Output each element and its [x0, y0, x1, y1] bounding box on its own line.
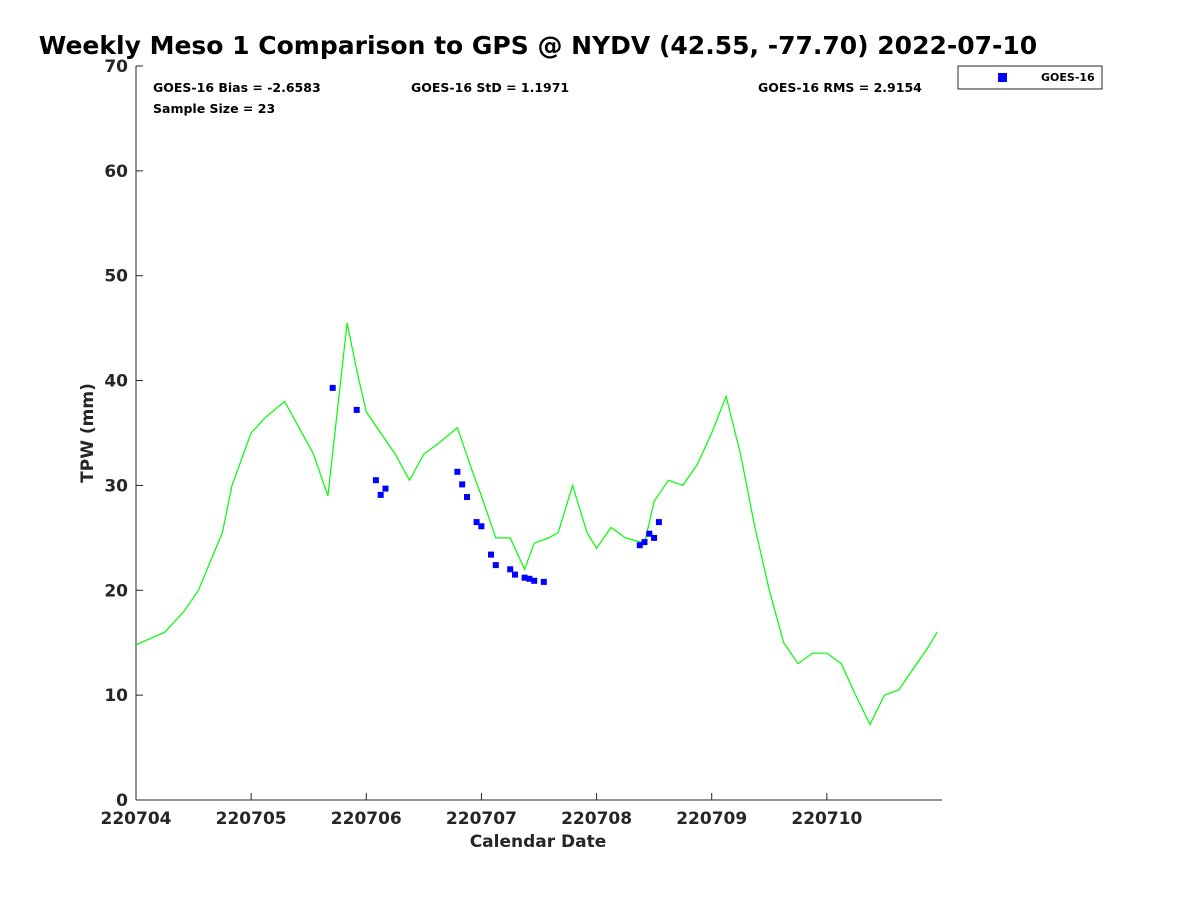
stat-rms: GOES-16 RMS = 2.9154 — [758, 80, 922, 95]
y-tick-label: 30 — [104, 476, 128, 496]
x-axis-label: Calendar Date — [470, 832, 607, 852]
series-points-goes16 — [329, 384, 662, 585]
data-point-goes16 — [521, 574, 528, 581]
stat-bias: GOES-16 Bias = -2.6583 — [153, 80, 321, 95]
y-axis-label: TPW (mm) — [78, 383, 98, 483]
data-point-goes16 — [531, 577, 538, 584]
x-tick-label: 220709 — [676, 809, 747, 829]
data-point-goes16 — [377, 491, 384, 498]
legend: GOES-16 — [957, 65, 1103, 90]
y-tick-label: 10 — [104, 686, 128, 706]
y-tick-label: 60 — [104, 162, 128, 182]
data-point-goes16 — [329, 384, 336, 391]
legend-box — [957, 65, 1103, 90]
stats-annotations: GOES-16 Bias = -2.6583 Sample Size = 23 … — [153, 80, 922, 116]
x-tick-label: 220710 — [791, 809, 862, 829]
x-tick-label: 220704 — [101, 809, 172, 829]
data-point-goes16 — [651, 534, 658, 541]
y-tick-label: 0 — [116, 791, 128, 811]
data-point-goes16 — [512, 571, 518, 578]
data-point-goes16 — [353, 406, 360, 413]
data-point-goes16 — [641, 539, 648, 546]
data-point-goes16 — [459, 481, 466, 488]
chart-title: Weekly Meso 1 Comparison to GPS @ NYDV (… — [39, 31, 1037, 60]
data-point-goes16 — [655, 519, 662, 526]
y-ticks: 0 10 20 30 40 50 60 70 — [104, 57, 143, 811]
stat-sample-size: Sample Size = 23 — [153, 101, 275, 116]
data-point-goes16 — [473, 519, 480, 526]
legend-marker-goes16 — [998, 73, 1007, 82]
data-point-goes16 — [382, 485, 389, 492]
x-ticks: 220704 220705 220706 220707 220708 220709 2207… — [101, 793, 863, 829]
data-point-goes16 — [526, 575, 533, 582]
data-point-goes16 — [646, 530, 653, 537]
data-point-goes16 — [478, 523, 485, 530]
data-point-goes16 — [454, 468, 461, 475]
y-tick-label: 70 — [104, 57, 128, 77]
series-line-gps — [135, 322, 938, 726]
data-point-goes16 — [372, 477, 379, 484]
y-tick-label: 40 — [104, 372, 128, 392]
x-tick-label: 220707 — [446, 809, 517, 829]
data-point-goes16 — [488, 551, 494, 558]
data-point-goes16 — [540, 578, 547, 585]
y-tick-label: 50 — [104, 267, 128, 287]
x-tick-label: 220706 — [331, 809, 402, 829]
x-tick-label: 220705 — [216, 809, 287, 829]
plot-area: 0 10 20 30 40 50 60 70 220704 220705 220706 220707… — [101, 57, 942, 829]
legend-label-goes16: GOES-16 — [1041, 71, 1095, 84]
data-point-goes16 — [507, 566, 514, 573]
data-point-goes16 — [464, 494, 470, 500]
stat-std: GOES-16 StD = 1.1971 — [411, 80, 569, 95]
y-tick-label: 20 — [104, 581, 128, 601]
x-tick-label: 220708 — [561, 809, 632, 829]
data-point-goes16 — [636, 542, 643, 549]
data-point-goes16 — [492, 562, 499, 569]
